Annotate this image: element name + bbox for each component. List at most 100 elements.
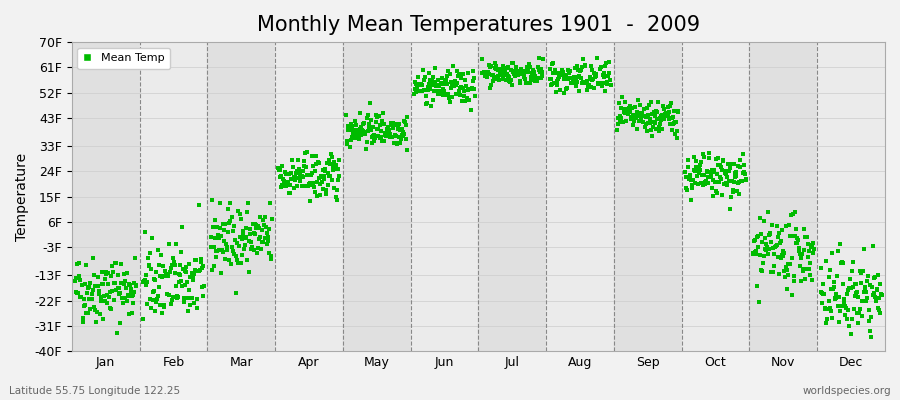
Point [616, 119, 630, 125]
Point [434, 81, 448, 88]
Point [412, 87, 427, 94]
Point [764, 239, 778, 245]
Point [843, 331, 858, 337]
Point [100, 291, 114, 298]
Point [191, 268, 205, 274]
Point [689, 173, 704, 180]
Point [752, 214, 767, 221]
Point [457, 98, 472, 104]
Point [226, 228, 240, 234]
Point [870, 305, 885, 311]
Point [292, 178, 307, 185]
Point [601, 73, 616, 79]
Point [165, 262, 179, 269]
Point [555, 68, 570, 75]
Point [495, 72, 509, 78]
Point [582, 82, 597, 88]
Point [789, 240, 804, 246]
Point [720, 174, 734, 180]
Point [731, 179, 745, 186]
Point [730, 188, 744, 194]
Point [680, 187, 695, 193]
Point [618, 110, 633, 116]
Point [91, 283, 105, 290]
Point [381, 124, 395, 130]
Point [83, 306, 97, 312]
Point [819, 257, 833, 264]
Point [346, 135, 361, 141]
Point [659, 110, 673, 116]
Point [166, 294, 181, 300]
Point [453, 85, 467, 91]
Point [390, 141, 404, 148]
Point [572, 67, 586, 73]
Point [868, 294, 882, 300]
Point [620, 108, 634, 114]
Point [177, 268, 192, 275]
Point [650, 109, 664, 116]
Point [464, 106, 478, 113]
Point [291, 175, 305, 181]
Point [570, 79, 584, 86]
Point [292, 169, 306, 176]
Point [152, 262, 166, 268]
Point [629, 126, 643, 133]
Point [820, 305, 834, 312]
Point [350, 133, 365, 139]
Point [490, 66, 504, 72]
Point [129, 283, 143, 290]
Point [723, 165, 737, 172]
Point [756, 260, 770, 266]
Point [207, 244, 221, 250]
Point [204, 196, 219, 203]
Point [512, 80, 526, 86]
Point [122, 293, 136, 299]
Point [85, 291, 99, 298]
Point [603, 77, 617, 83]
Point [506, 69, 520, 75]
Point [184, 274, 198, 281]
Point [112, 284, 126, 291]
Point [449, 90, 464, 97]
Point [287, 185, 302, 192]
Point [454, 75, 469, 81]
Point [773, 238, 788, 244]
Point [658, 111, 672, 117]
Point [851, 310, 866, 316]
Point [771, 230, 786, 236]
Point [69, 275, 84, 282]
Point [465, 86, 480, 92]
Point [835, 280, 850, 287]
Point [711, 162, 725, 168]
Point [255, 239, 269, 245]
Point [529, 78, 544, 84]
Point [722, 178, 736, 184]
Point [837, 299, 851, 306]
Point [366, 138, 381, 144]
Point [214, 232, 229, 239]
Point [871, 295, 886, 302]
Point [282, 171, 296, 178]
Point [76, 296, 91, 302]
Point [482, 71, 496, 78]
Point [241, 200, 256, 206]
Point [98, 276, 112, 282]
Point [645, 111, 660, 118]
Point [801, 240, 815, 247]
Point [305, 153, 320, 159]
Point [780, 286, 795, 292]
Point [115, 300, 130, 306]
Point [665, 127, 680, 133]
Point [343, 127, 357, 133]
Point [368, 112, 382, 118]
Point [285, 164, 300, 170]
Point [247, 247, 261, 254]
Point [113, 290, 128, 296]
Point [155, 309, 169, 316]
Point [153, 273, 167, 280]
Point [777, 249, 791, 256]
Point [545, 60, 560, 66]
Point [80, 285, 94, 291]
Point [820, 316, 834, 323]
Point [425, 77, 439, 84]
